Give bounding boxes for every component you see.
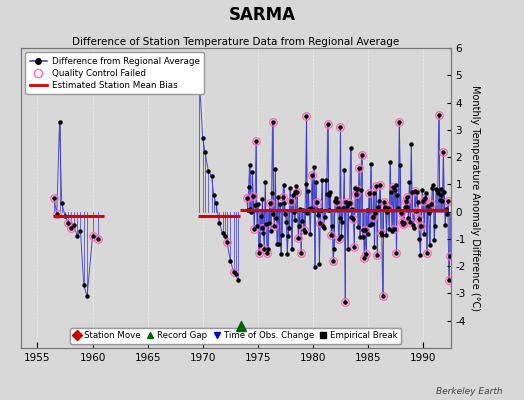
- Title: Difference of Station Temperature Data from Regional Average: Difference of Station Temperature Data f…: [72, 37, 399, 47]
- Y-axis label: Monthly Temperature Anomaly Difference (°C): Monthly Temperature Anomaly Difference (…: [470, 85, 480, 311]
- Legend: Station Move, Record Gap, Time of Obs. Change, Empirical Break: Station Move, Record Gap, Time of Obs. C…: [70, 328, 401, 344]
- Text: Berkeley Earth: Berkeley Earth: [436, 387, 503, 396]
- Text: SARMA: SARMA: [228, 6, 296, 24]
